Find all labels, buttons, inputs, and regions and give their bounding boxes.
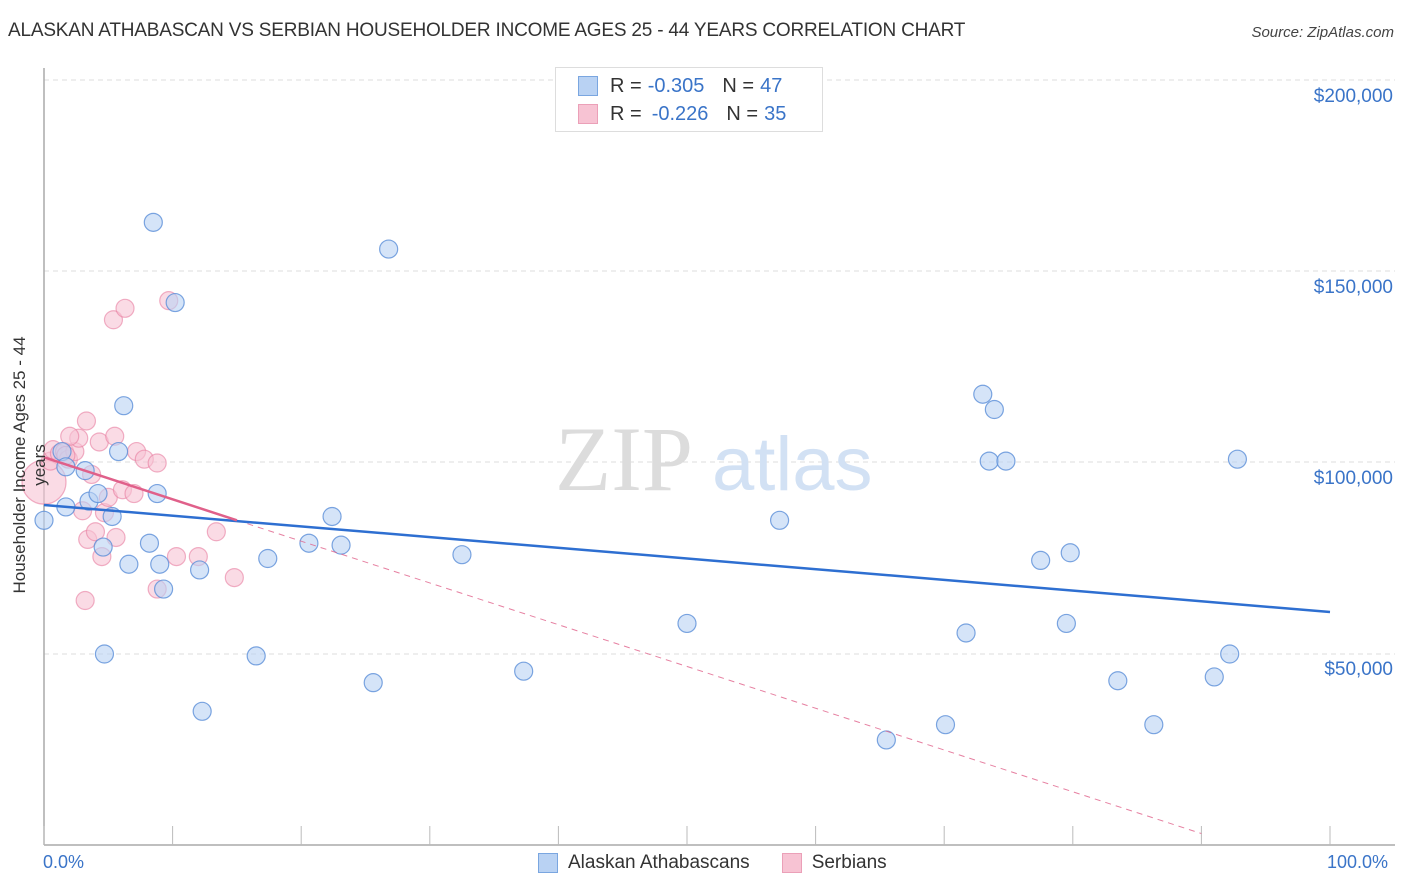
alaskan-point [190,560,210,580]
alaskan-point [769,510,790,530]
alaskan-point [1220,644,1240,664]
alaskan-point [114,396,134,416]
r-value: -0.305 [647,74,705,97]
blue-swatch-icon [538,853,558,873]
legend-row-serbian: R = -0.226 N = 35 [578,103,786,125]
alaskan-point [363,673,383,693]
alaskan-point [1227,449,1248,469]
alaskan-athabascans-points [34,212,1248,750]
serbian-point [147,453,167,473]
alaskan-point [1056,613,1076,634]
watermark-atlas: atlas [712,422,873,507]
alaskan-point [452,545,472,565]
y-tick-150k: $150,000 [1313,277,1393,298]
serbian-point [85,522,106,542]
alaskan-point [973,384,993,404]
alaskan-point [1144,715,1164,735]
alaskan-point [514,661,534,681]
alaskan-point [143,212,163,232]
gridlines [44,79,1395,655]
alaskan-point [94,644,115,664]
y-tick-100k: $100,000 [1313,468,1393,489]
legend-alaskan-label: Alaskan Athabascans [568,852,750,873]
alaskan-point [677,613,697,634]
alaskan-point [322,506,342,527]
alaskan-point [108,441,129,462]
alaskan-point [331,535,351,555]
y-tick-50k: $50,000 [1324,659,1393,680]
alaskan-point [1031,550,1051,571]
alaskan-point [956,623,976,643]
blue-swatch-icon [578,76,598,96]
alaskan-point [935,715,956,735]
alaskan-point [979,451,999,471]
alaskan-point [876,730,896,750]
serbian-point [106,527,126,548]
alaskan-point [984,399,1004,420]
n-value: 35 [764,102,787,125]
alaskan-point [1060,543,1080,563]
serbian-point [103,310,124,330]
alaskan-point [150,554,170,574]
alaskan-point [139,533,160,553]
y-axis-label: Householder Income Ages 25 - 44 years [10,336,49,594]
alaskan-point [153,579,174,599]
serbian-point [224,567,244,588]
alaskan-point [246,646,266,666]
alaskan-point [34,510,54,530]
legend-row-alaskan: R = -0.305 N = 47 [578,75,782,97]
trend-lines [43,456,1331,835]
pink-swatch-icon [781,853,802,873]
serbian-point [166,546,187,567]
alaskan-point [192,701,212,721]
alaskan-point [1108,671,1128,691]
y-tick-200k: $200,000 [1313,86,1393,107]
alaskan-point [93,537,113,557]
x-max-label: 100.0% [1327,852,1389,872]
n-label: N = [726,102,759,125]
serbian-point [60,426,80,446]
alaskan-point [1204,667,1224,687]
serbian-point [115,298,135,318]
serbian-point [75,590,95,611]
x-min-label: 0.0% [43,852,85,872]
alaskan-point [379,239,399,259]
watermark-zip: ZIP [555,408,693,510]
n-value: 47 [760,74,783,97]
alaskan-point [996,451,1016,471]
legend-serbian-label: Serbians [811,852,887,873]
correlation-legend: R = -0.305 N = 47 R = -0.226 N = 35 [555,67,823,132]
pink-swatch-icon [578,104,598,124]
series-legend: Alaskan Athabascans Serbians [538,852,887,874]
alaskan-point [299,533,319,553]
r-value: -0.226 [651,102,709,125]
serbian-point [76,411,97,431]
r-label: R = [610,102,642,125]
alaskan-point [88,483,108,504]
chart-title: ALASKAN ATHABASCAN VS SERBIAN HOUSEHOLDE… [8,20,966,41]
r-label: R = [610,74,642,97]
alaskan-point [165,292,185,313]
alaskan-point [119,554,139,574]
alaskan-point [258,548,278,569]
source-label: Source: ZipAtlas.com [1251,24,1394,41]
serbian-point [206,522,226,542]
n-label: N = [722,74,755,97]
